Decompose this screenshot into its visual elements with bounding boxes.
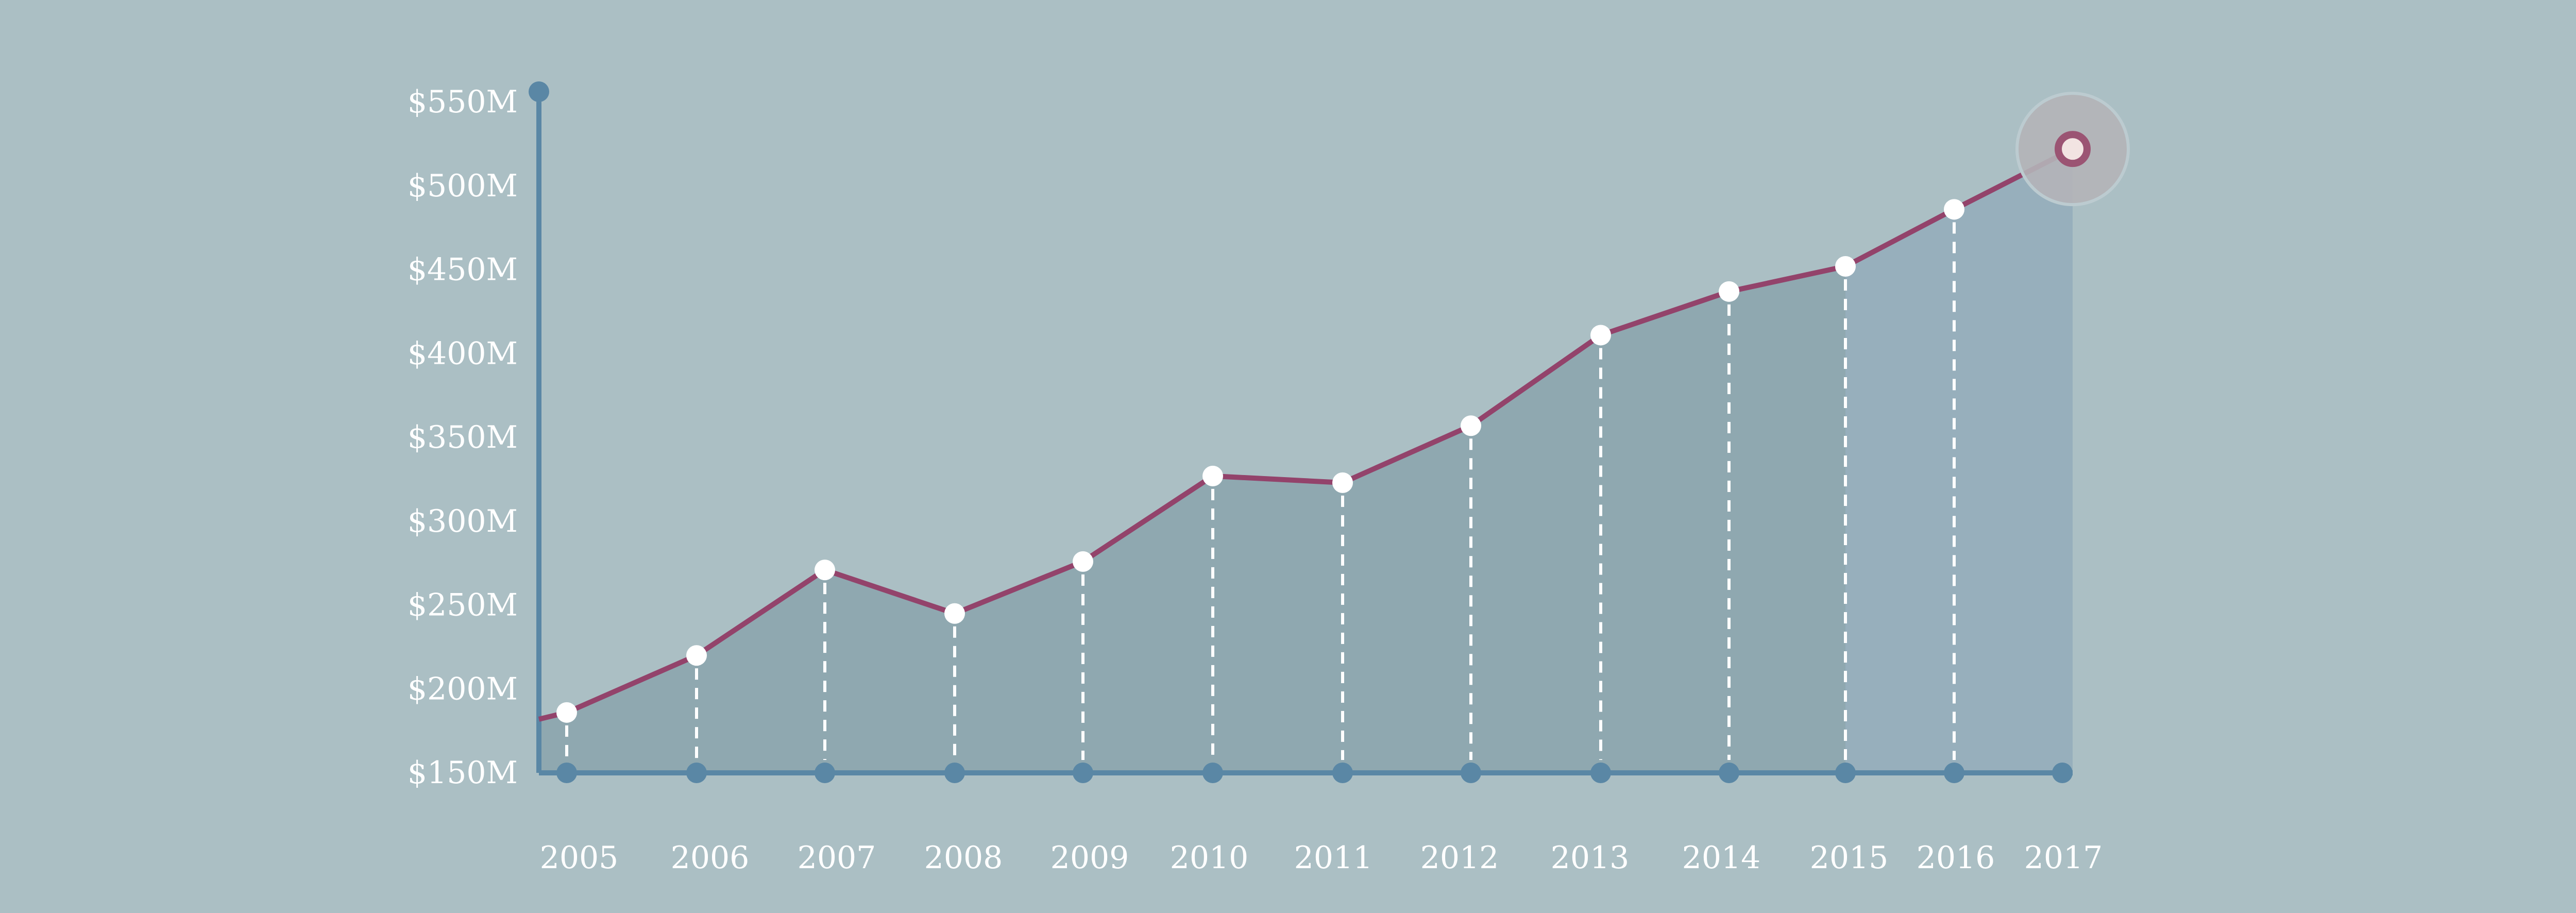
data-point (1073, 551, 1093, 572)
data-point (1590, 325, 1611, 346)
y-tick-label: $550M (408, 84, 518, 120)
x-tick-label: 2008 (924, 840, 1003, 876)
x-axis-tick-dot (1835, 763, 1856, 783)
x-axis-tick-dot (1202, 763, 1223, 783)
y-tick-label: $150M (408, 755, 518, 791)
y-tick-label: $250M (408, 587, 518, 623)
data-point (1944, 199, 1964, 220)
area-fill (539, 149, 2073, 773)
x-axis-tick-dot (1461, 763, 1481, 783)
y-tick-label: $500M (408, 168, 518, 204)
y-tick-label: $350M (408, 419, 518, 455)
y-axis-end-dot (529, 81, 549, 102)
x-tick-label: 2011 (1294, 840, 1373, 876)
x-axis-tick-dot (1719, 763, 1739, 783)
x-axis-tick-dot (1073, 763, 1093, 783)
x-tick-label: 2009 (1050, 840, 1129, 876)
data-point (1332, 472, 1353, 493)
x-tick-label: 2016 (1917, 840, 1995, 876)
x-tick-label: 2013 (1551, 840, 1630, 876)
y-tick-label: $400M (408, 335, 518, 371)
data-point (1835, 256, 1856, 277)
x-tick-label: 2017 (2024, 840, 2103, 876)
data-point (1719, 281, 1739, 302)
y-tick-label: $200M (408, 671, 518, 707)
x-axis-tick-dot (1332, 763, 1353, 783)
x-axis-tick-dot (1590, 763, 1611, 783)
x-tick-label: 2006 (671, 840, 750, 876)
x-tick-label: 2007 (798, 840, 876, 876)
x-axis-tick-dot (556, 763, 577, 783)
y-tick-label: $300M (408, 503, 518, 539)
x-axis-tick-dot (1944, 763, 1964, 783)
x-axis-tick-dot (686, 763, 707, 783)
x-tick-label: 2012 (1420, 840, 1499, 876)
x-axis-tick-dot (2052, 763, 2073, 783)
data-point (1461, 415, 1481, 436)
data-point (686, 645, 707, 666)
x-tick-label: 2010 (1170, 840, 1249, 876)
x-tick-label: 2005 (540, 840, 619, 876)
x-axis-tick-dot (944, 763, 965, 783)
data-point (815, 560, 835, 581)
x-tick-label: 2014 (1682, 840, 1761, 876)
data-point (1202, 465, 1223, 486)
highlighted-data-point (2055, 131, 2091, 167)
x-axis-tick-dot (815, 763, 835, 783)
data-point (556, 702, 577, 723)
area-fill-recent (1845, 149, 2073, 773)
series-line (538, 146, 2074, 722)
data-point (944, 603, 965, 624)
x-tick-label: 2015 (1810, 840, 1889, 876)
y-tick-label: $450M (408, 252, 518, 288)
